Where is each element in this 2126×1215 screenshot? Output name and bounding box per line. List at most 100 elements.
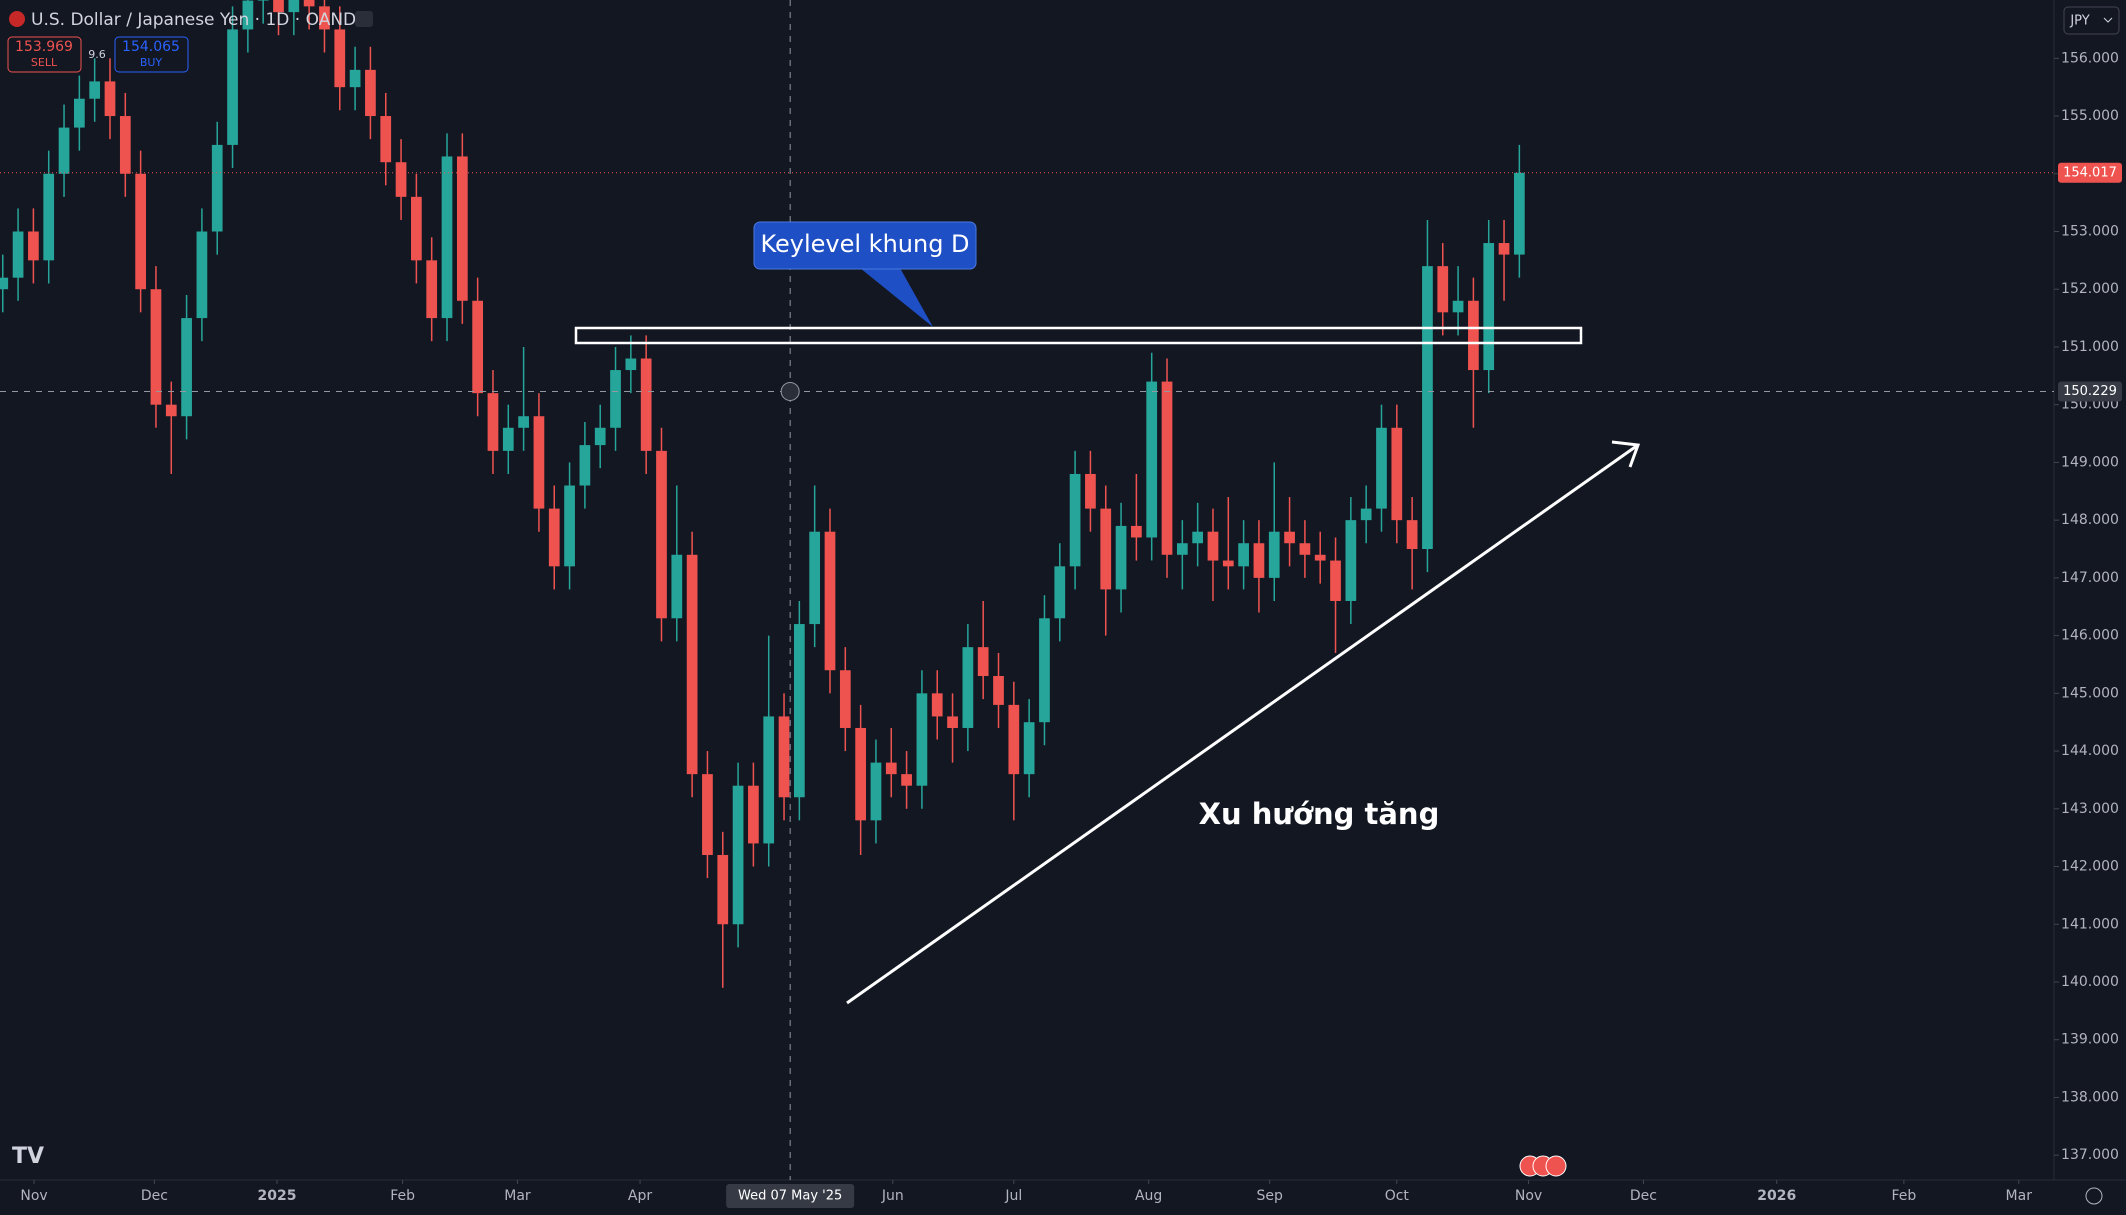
candle-body bbox=[227, 29, 238, 145]
candle-body bbox=[1284, 531, 1295, 544]
candle-body bbox=[1023, 722, 1035, 775]
candle-body bbox=[1054, 566, 1066, 619]
candle-body bbox=[104, 81, 116, 117]
symbol-icon bbox=[9, 11, 25, 27]
candle-body bbox=[1437, 266, 1449, 313]
candle-body bbox=[1391, 427, 1403, 521]
y-tick-label: 140.000 bbox=[2061, 974, 2119, 990]
candle-body bbox=[441, 156, 453, 319]
candle-body bbox=[58, 127, 70, 174]
candle-body bbox=[1314, 554, 1326, 561]
collapse-button[interactable] bbox=[355, 11, 373, 27]
callout-box[interactable] bbox=[753, 221, 977, 270]
spread: 9.6 bbox=[88, 48, 106, 61]
candle-body bbox=[487, 393, 499, 451]
currency-button[interactable] bbox=[2063, 6, 2120, 35]
sell-button[interactable] bbox=[7, 36, 82, 73]
x-tick-label: Feb bbox=[1891, 1188, 1916, 1204]
x-tick-label: Dec bbox=[141, 1188, 168, 1204]
candle-body bbox=[1483, 243, 1495, 371]
candle-body bbox=[640, 358, 652, 451]
candle-body bbox=[1268, 531, 1280, 578]
symbol-title: U.S. Dollar / Japanese Yen · 1D · OANDA bbox=[31, 10, 368, 30]
candle-body bbox=[165, 404, 177, 417]
x-tick-label: Jul bbox=[1004, 1188, 1022, 1204]
candle-body bbox=[1422, 266, 1433, 550]
candle-body bbox=[1100, 508, 1112, 590]
candle-body bbox=[916, 693, 928, 786]
sell-price: 153.969 bbox=[15, 39, 73, 55]
candle-body bbox=[564, 485, 575, 567]
candle-body bbox=[993, 676, 1004, 705]
candle-body bbox=[1360, 508, 1372, 521]
callout-text: Keylevel khung D bbox=[760, 230, 969, 258]
candle-body bbox=[73, 98, 85, 128]
y-tick-label: 146.000 bbox=[2061, 628, 2119, 644]
candle-body bbox=[12, 231, 24, 278]
crosshair-price-label: 150.229 bbox=[2063, 384, 2117, 399]
candle-body bbox=[1115, 525, 1127, 590]
candle-body bbox=[303, 0, 315, 7]
candle-body bbox=[548, 508, 560, 567]
event-icon[interactable] bbox=[1545, 1155, 1567, 1177]
candle-body bbox=[395, 162, 407, 197]
candle-body bbox=[349, 69, 361, 88]
sell-label: SELL bbox=[31, 56, 58, 69]
crosshair-date-box bbox=[726, 1184, 855, 1208]
y-tick-label: 139.000 bbox=[2061, 1032, 2119, 1048]
candle-body bbox=[579, 445, 591, 486]
currency: JPY bbox=[2069, 14, 2089, 29]
candle-body bbox=[702, 774, 713, 855]
x-tick-label: Aug bbox=[1135, 1188, 1162, 1204]
y-tick-label: 145.000 bbox=[2061, 685, 2119, 701]
candle-body bbox=[686, 554, 698, 775]
x-tick-label: Nov bbox=[1515, 1188, 1542, 1204]
y-tick-label: 152.000 bbox=[2061, 281, 2119, 297]
candle-body bbox=[671, 554, 683, 619]
crosshair-center bbox=[780, 381, 800, 401]
candle-body bbox=[717, 854, 729, 925]
candle-body bbox=[411, 196, 422, 261]
y-tick-label: 149.000 bbox=[2061, 454, 2119, 470]
candle-body bbox=[793, 624, 805, 798]
y-tick-label: 141.000 bbox=[2061, 916, 2119, 932]
candle-body bbox=[319, 6, 330, 30]
candle-body bbox=[870, 762, 882, 821]
y-tick-label: 156.000 bbox=[2061, 50, 2119, 66]
candle-body bbox=[518, 416, 529, 428]
candle-body bbox=[1330, 560, 1341, 601]
candle-body bbox=[962, 647, 974, 728]
x-tick-label: Feb bbox=[390, 1188, 415, 1204]
candle-body bbox=[1238, 543, 1249, 567]
plot-area bbox=[0, 0, 2054, 1180]
candle-body bbox=[1498, 243, 1510, 255]
x-tick-label: Sep bbox=[1256, 1188, 1283, 1204]
keylevel-box[interactable] bbox=[574, 326, 1583, 345]
candle-body bbox=[1008, 704, 1020, 775]
settings-icon[interactable] bbox=[2085, 1187, 2103, 1205]
x-tick-label: Apr bbox=[628, 1188, 652, 1204]
candle-body bbox=[809, 531, 821, 625]
candle-body bbox=[901, 774, 912, 786]
callout-tail bbox=[860, 268, 933, 327]
buy-button[interactable] bbox=[114, 36, 189, 73]
candle-body bbox=[502, 427, 514, 451]
candle-body bbox=[855, 727, 866, 821]
y-tick-label: 137.000 bbox=[2061, 1147, 2119, 1163]
y-tick-label: 143.000 bbox=[2061, 801, 2119, 817]
buy-label: BUY bbox=[140, 56, 163, 69]
candle-body bbox=[43, 173, 55, 261]
y-tick-label: 155.000 bbox=[2061, 108, 2119, 124]
candle-body bbox=[1192, 531, 1204, 544]
candle-body bbox=[931, 693, 943, 717]
trend-line[interactable] bbox=[846, 443, 1639, 1005]
candle-body bbox=[977, 647, 989, 677]
candle-body bbox=[135, 173, 146, 290]
candle-body bbox=[1207, 531, 1219, 561]
candle-body bbox=[1468, 300, 1479, 371]
y-tick-label: 148.000 bbox=[2061, 512, 2119, 528]
candle-body bbox=[472, 300, 484, 394]
candle-body bbox=[211, 144, 223, 232]
candle-body bbox=[273, 0, 284, 13]
